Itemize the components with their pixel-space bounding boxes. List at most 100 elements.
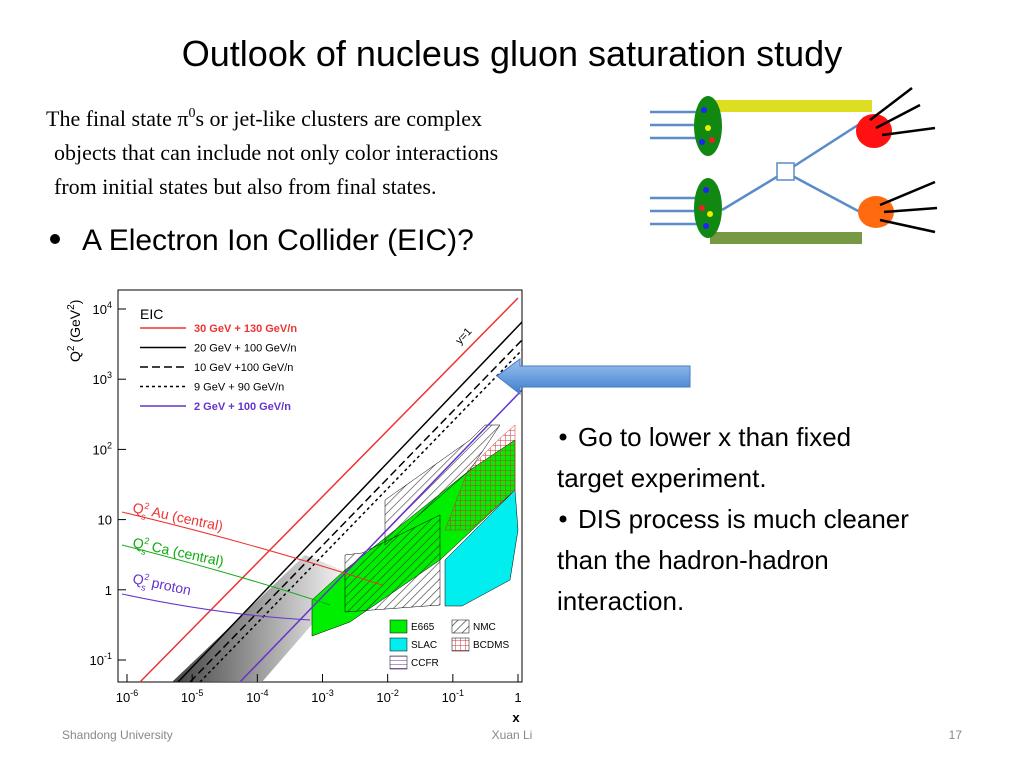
shaded-region bbox=[172, 555, 355, 682]
energy-line bbox=[199, 349, 523, 683]
tick-base: 10 bbox=[442, 690, 456, 705]
x-axis-label: x bbox=[512, 710, 520, 725]
tick-base: 10 bbox=[93, 302, 107, 317]
text: Q bbox=[131, 499, 145, 517]
tick-base: 1 bbox=[514, 690, 521, 705]
tick-label: 10 bbox=[98, 513, 112, 528]
footer-right: 17 bbox=[949, 728, 963, 742]
experiment-swatch bbox=[389, 619, 408, 634]
tick-base: 1 bbox=[105, 583, 112, 598]
tick-label: 10-3 bbox=[311, 688, 333, 705]
bullet-dot bbox=[559, 433, 567, 441]
text: Q bbox=[131, 570, 145, 588]
tick-exp: 4 bbox=[107, 300, 112, 310]
energy-line bbox=[189, 339, 523, 683]
energy-line bbox=[239, 389, 523, 683]
text: The final state π bbox=[46, 106, 188, 131]
tick-exp: -3 bbox=[326, 688, 334, 698]
side-bullet-line: interaction. bbox=[557, 586, 684, 616]
experiment-name: NMC bbox=[473, 622, 496, 633]
collision-diagram bbox=[650, 87, 938, 244]
tick-label: 1 bbox=[105, 583, 112, 598]
experiment-name: SLAC bbox=[411, 640, 437, 651]
text: Q bbox=[131, 534, 145, 552]
sub: s bbox=[140, 511, 147, 522]
ticks: 10-6 10-5 10-4 10-3 10-2 10-1 110410310210110-… bbox=[90, 300, 522, 705]
bullet: A Electron Ion Collider (EIC)? bbox=[82, 224, 474, 257]
tick-base: 10 bbox=[98, 513, 112, 528]
y-axis-label: Q2(GeV2) bbox=[66, 300, 83, 362]
sub: s bbox=[140, 546, 147, 557]
saturation-curve bbox=[121, 593, 311, 621]
experiment-swatch bbox=[451, 637, 470, 652]
bullet-dot bbox=[559, 515, 567, 523]
tick-base: 10 bbox=[181, 690, 195, 705]
tick-label: 10-6 bbox=[116, 688, 138, 705]
sup: 0 bbox=[188, 106, 195, 121]
energy-line bbox=[177, 321, 523, 683]
tick-exp: 2 bbox=[107, 440, 112, 450]
nmc-region bbox=[344, 514, 441, 613]
intro-line: from initial states but also from final … bbox=[54, 174, 436, 199]
text: Q bbox=[67, 351, 83, 362]
experiment-legend: E665 NMC SLAC BCDMS CCFR bbox=[389, 619, 509, 670]
tick-exp: -1 bbox=[456, 688, 464, 698]
side-bullet-line: DIS process is much cleaner bbox=[578, 504, 909, 534]
sup: 2 bbox=[143, 501, 150, 512]
ccfr-region bbox=[384, 424, 501, 546]
tick-exp: 3 bbox=[107, 370, 112, 380]
intro-line: objects that can include not only color … bbox=[54, 140, 498, 165]
tick-exp: -2 bbox=[391, 688, 399, 698]
saturation-curve bbox=[121, 544, 331, 606]
footer-center: Xuan Li bbox=[492, 728, 533, 742]
legend-text: 10 GeV +100 GeV/n bbox=[194, 362, 293, 374]
legend-text: 2 GeV + 100 GeV/n bbox=[194, 401, 291, 413]
tick-label: 10-1 bbox=[442, 688, 464, 705]
tick-label: 1 bbox=[514, 690, 521, 705]
text: s or jet-like clusters are complex bbox=[195, 106, 482, 131]
sup: 2 bbox=[143, 572, 150, 583]
sup: 2 bbox=[143, 536, 150, 547]
tick-label: 103 bbox=[93, 370, 112, 387]
tick-label: 10-4 bbox=[246, 688, 268, 705]
tick-base: 10 bbox=[93, 372, 107, 387]
plot-label: EIC bbox=[140, 306, 163, 322]
text: ) bbox=[67, 300, 83, 305]
sub: s bbox=[140, 582, 147, 593]
arrow bbox=[496, 358, 691, 396]
bullet-dot bbox=[50, 234, 60, 244]
side-bullet-line: than the hadron-hadron bbox=[557, 545, 829, 575]
tick-base: 10 bbox=[246, 690, 260, 705]
experiment-swatch bbox=[451, 619, 470, 634]
tick-base: 10 bbox=[116, 690, 130, 705]
experiment-name: CCFR bbox=[411, 658, 439, 669]
tick-label: 10-5 bbox=[181, 688, 203, 705]
intro-line: The final state π0s or jet-like clusters… bbox=[46, 106, 482, 131]
tick-exp: -4 bbox=[261, 688, 269, 698]
plot: EIC 30 GeV + 130 GeV/n 20 GeV + 100 GeV/n… bbox=[66, 289, 523, 725]
tick-exp: -1 bbox=[104, 651, 112, 661]
experiment-name: BCDMS bbox=[473, 640, 509, 651]
legend-text: 9 GeV + 90 GeV/n bbox=[194, 382, 284, 394]
sup: 2 bbox=[66, 345, 77, 351]
energy-line bbox=[139, 297, 519, 683]
tick-base: 10 bbox=[90, 653, 104, 668]
side-bullet-line: Go to lower x than fixed bbox=[578, 422, 851, 452]
side-bullets: Go to lower x than fixed target experimen… bbox=[557, 422, 909, 616]
tick-exp: -6 bbox=[130, 688, 138, 698]
side-bullet-line: target experiment. bbox=[557, 463, 767, 493]
legend: 30 GeV + 130 GeV/n 20 GeV + 100 GeV/n 10 G… bbox=[140, 323, 297, 413]
legend-text: 30 GeV + 130 GeV/n bbox=[194, 323, 297, 335]
tick-label: 10-2 bbox=[376, 688, 398, 705]
experiment-swatch bbox=[389, 637, 408, 652]
tick-label: 104 bbox=[93, 300, 112, 317]
tick-label: 10-1 bbox=[90, 651, 112, 668]
sup: 2 bbox=[66, 304, 77, 310]
experiment-name: E665 bbox=[411, 622, 435, 633]
title: Outlook of nucleus gluon saturation stud… bbox=[182, 33, 842, 74]
text: (GeV bbox=[67, 309, 83, 342]
tick-label: 102 bbox=[93, 440, 112, 457]
experiment-swatch bbox=[389, 655, 408, 670]
